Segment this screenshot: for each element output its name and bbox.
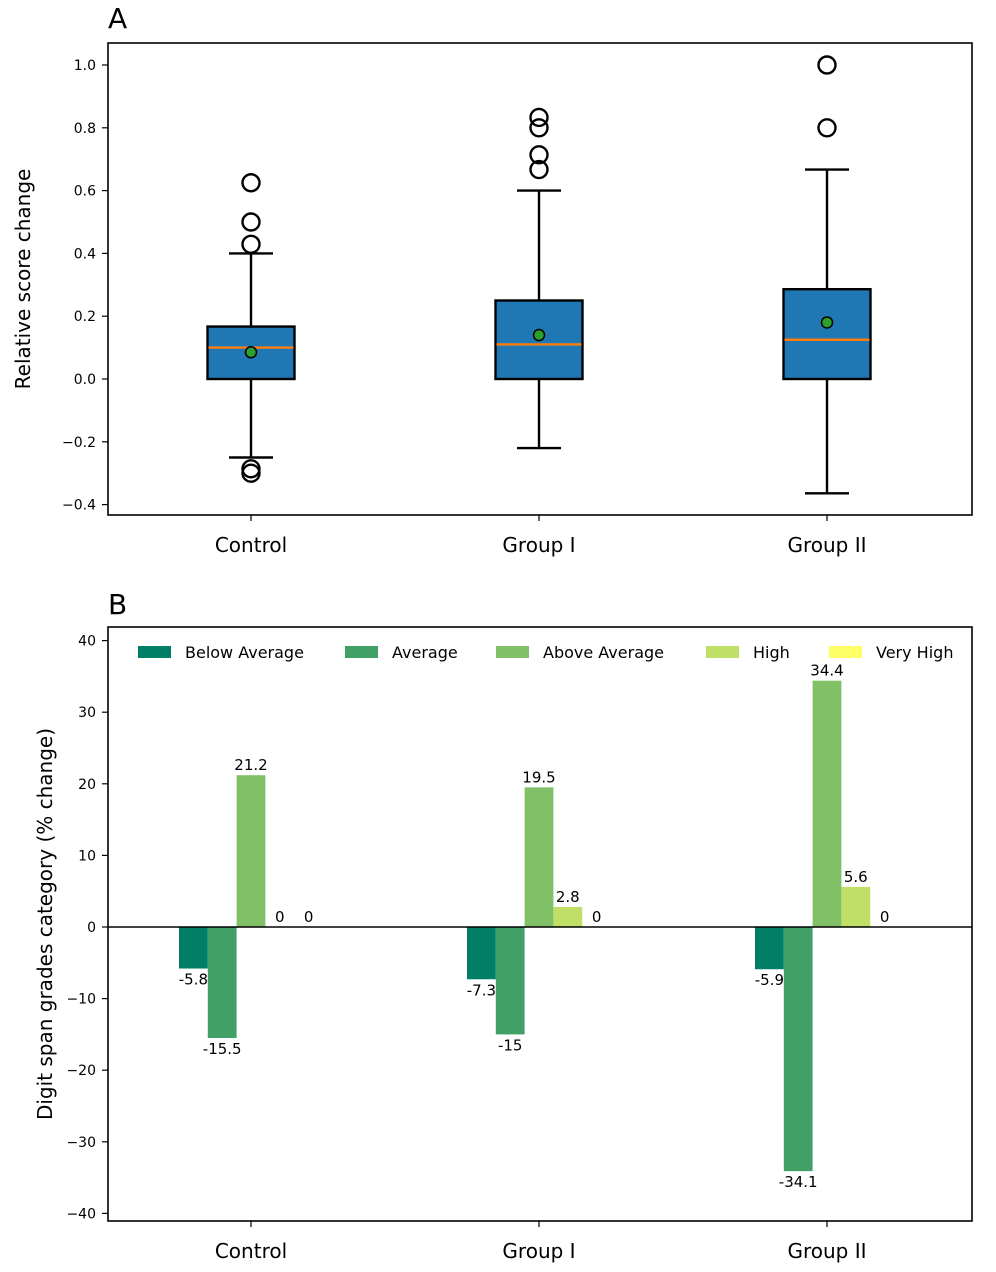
- y-tick-label: 0.8: [74, 121, 96, 137]
- legend-label: Average: [392, 643, 458, 662]
- outlier-point: [241, 234, 261, 254]
- bar-data-label: 0: [275, 908, 285, 926]
- bar-data-label: -5.8: [179, 971, 208, 989]
- legend-swatch: [706, 646, 739, 658]
- y-tick-label: 1.0: [74, 58, 96, 74]
- y-tick-label: 10: [78, 848, 96, 864]
- x-tick-label: Group II: [787, 1239, 866, 1263]
- outlier-point: [241, 212, 261, 232]
- x-tick-label: Group II: [787, 533, 866, 557]
- y-tick-label: −0.4: [62, 498, 96, 514]
- legend-swatch: [138, 646, 171, 658]
- outlier-point: [529, 145, 549, 165]
- y-tick-label: −20: [66, 1063, 96, 1079]
- y-tick-label: 40: [78, 634, 96, 650]
- bar: [179, 927, 208, 969]
- outlier-point: [241, 463, 261, 483]
- outlier-point: [817, 55, 837, 75]
- bar-data-label: 2.8: [556, 888, 580, 906]
- iqr-box: [782, 287, 872, 381]
- outlier-point: [529, 159, 549, 180]
- y-tick-label: 0.0: [74, 372, 96, 388]
- mean-marker: [820, 316, 834, 329]
- outlier-point: [241, 173, 261, 193]
- bar-data-label: 21.2: [234, 756, 267, 774]
- y-tick-label: 0.2: [74, 309, 96, 325]
- bar-data-label: 19.5: [522, 768, 555, 786]
- bar-data-label: -5.9: [755, 971, 784, 989]
- y-tick-label: −30: [66, 1135, 96, 1151]
- bar: [467, 927, 496, 980]
- bar-data-label: 0: [304, 908, 314, 926]
- panel-b-label: B: [108, 588, 127, 621]
- bar: [553, 906, 583, 927]
- legend-swatch: [829, 646, 862, 658]
- box-plot-frame: [107, 42, 973, 516]
- bar: [524, 787, 554, 927]
- outlier-point: [529, 107, 549, 128]
- bar-data-label: 5.6: [844, 868, 868, 886]
- bar-data-label: 0: [880, 908, 890, 926]
- mean-marker: [244, 346, 258, 359]
- box-plot-ylabel: Relative score change: [11, 169, 35, 390]
- y-tick-label: 30: [78, 705, 96, 721]
- bar-chart: −40 −30 −20 −10 0 10 20 30 40 -5.8 -7.3 -5.9 -15.5 -1…: [66, 634, 972, 1263]
- bar: [207, 927, 237, 1038]
- legend-label: Below Average: [185, 643, 304, 662]
- bar: [495, 927, 525, 1035]
- bar: [812, 680, 842, 927]
- y-tick-label: 0: [87, 920, 96, 936]
- y-tick-label: 20: [78, 777, 96, 793]
- bar: [236, 775, 266, 927]
- x-tick-label: Control: [215, 533, 287, 557]
- bar: [755, 927, 784, 970]
- mean-marker: [532, 328, 546, 342]
- outlier-point: [817, 118, 837, 138]
- panel-a-label: A: [108, 2, 127, 35]
- bar-data-label: 34.4: [810, 662, 843, 680]
- y-tick-label: −10: [66, 992, 96, 1008]
- bar: [841, 886, 871, 927]
- y-tick-label: 0.6: [74, 184, 96, 200]
- x-tick-label: Control: [215, 1239, 287, 1263]
- bar-data-label: -7.3: [467, 981, 496, 999]
- y-tick-label: 0.4: [74, 246, 96, 262]
- legend-swatch: [496, 646, 529, 658]
- bar: [783, 927, 813, 1172]
- outlier-point: [529, 118, 549, 138]
- bar-data-label: -15.5: [203, 1040, 242, 1058]
- bar-chart-frame: [107, 626, 973, 1222]
- bar-data-label: 0: [592, 908, 602, 926]
- x-tick-label: Group I: [502, 533, 575, 557]
- y-tick-label: −40: [66, 1206, 96, 1222]
- y-tick-label: −0.2: [62, 435, 96, 451]
- bar-chart-ylabel: Digit span grades category (% change): [33, 728, 57, 1120]
- bar-data-label: -15: [498, 1036, 523, 1054]
- legend-label: High: [753, 643, 790, 662]
- legend-label: Very High: [876, 643, 953, 662]
- legend-label: Above Average: [543, 643, 664, 662]
- box-plot-chart: −0.4 −0.2 0.0 0.2 0.4 0.6 0.8 1.0 Control Group I…: [62, 55, 872, 557]
- x-tick-label: Group I: [502, 1239, 575, 1263]
- legend-swatch: [345, 646, 378, 658]
- bar-data-label: -34.1: [779, 1173, 818, 1191]
